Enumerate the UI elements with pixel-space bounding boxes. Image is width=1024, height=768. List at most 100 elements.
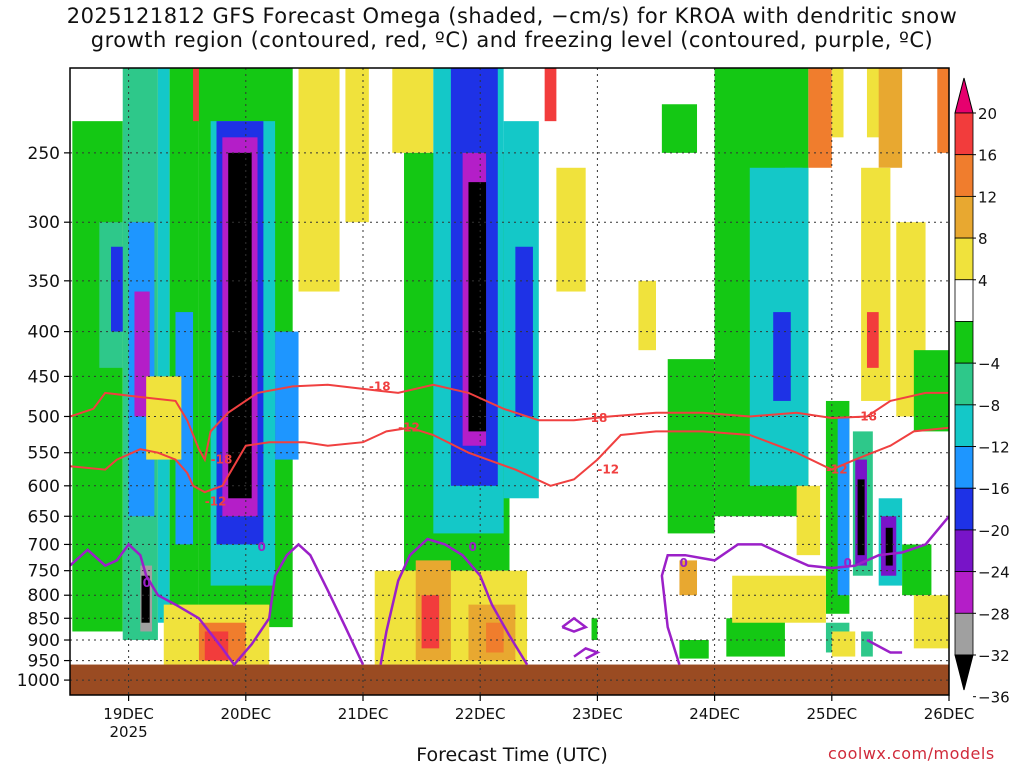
freezing-level-contour <box>561 616 589 633</box>
x-axis-label: Forecast Time (UTC) <box>416 744 608 766</box>
colorbar-swatch <box>954 154 974 197</box>
x-tick-label: 25DEC <box>807 705 858 723</box>
colorbar: 20 16 12 8 4 −4 −8 −12 −16 −20 −24 −28 −32 −36 <box>954 77 1010 707</box>
omega-cell <box>345 68 369 223</box>
colorbar-swatch <box>954 446 974 489</box>
contour-labels: -18 -12 -18 -12 -18 -12 -18 -12 0 0 0 0 0 <box>143 379 877 590</box>
x-tick-label: 26DEC <box>924 705 975 723</box>
freezing-level-contour <box>573 647 601 660</box>
omega-cell <box>667 359 715 534</box>
colorbar-swatch <box>954 571 974 614</box>
contour-label: 0 <box>844 556 852 570</box>
y-tick-label: 600 <box>28 477 60 497</box>
colorbar-label: −4 <box>978 355 1000 373</box>
omega-cell <box>861 631 873 657</box>
omega-cell <box>902 544 932 596</box>
colorbar-swatch <box>954 321 974 364</box>
colorbar-swatch <box>954 279 974 322</box>
colorbar-swatch <box>954 529 974 573</box>
colorbar-swatch <box>954 612 974 656</box>
omega-cell <box>146 376 182 460</box>
omega-cell <box>913 595 949 649</box>
y-tick-label: 250 <box>28 144 60 164</box>
contour-label: 0 <box>258 540 266 554</box>
colorbar-label: −12 <box>978 439 1010 457</box>
y-tick-label: 850 <box>28 609 60 629</box>
omega-cell <box>228 152 252 499</box>
omega-cell <box>468 182 487 432</box>
colorbar-swatch <box>954 487 974 531</box>
y-tick-label: 1000 <box>17 671 60 691</box>
y-tick-label: 800 <box>28 586 60 606</box>
contour-label: 0 <box>679 556 687 570</box>
omega-cell <box>556 167 586 292</box>
omega-cell <box>544 68 557 122</box>
omega-cell <box>857 479 865 556</box>
contour-label: -12 <box>597 463 619 477</box>
y-tick-label: 450 <box>28 367 60 387</box>
colorbar-swatch <box>954 404 974 447</box>
contour-label: -18 <box>211 453 233 467</box>
colorbar-swatch <box>954 195 974 239</box>
omega-cell <box>486 622 504 653</box>
omega-cell <box>885 527 893 566</box>
omega-cell <box>392 68 434 153</box>
omega-cell <box>679 560 698 596</box>
omega-cell <box>298 68 340 292</box>
omega-cell <box>808 68 832 168</box>
colorbar-label: −16 <box>978 480 1010 498</box>
x-tick-label: 24DEC <box>689 705 740 723</box>
omega-cell <box>796 485 821 556</box>
omega-cell <box>726 618 785 657</box>
colorbar-label: −24 <box>978 564 1010 582</box>
y-tick-label: 900 <box>28 631 60 651</box>
contour-label: 0 <box>143 576 151 590</box>
omega-cell <box>72 121 123 632</box>
x-tick-label: 20DEC <box>221 705 272 723</box>
omega-cell <box>679 640 709 659</box>
omega-cell <box>784 167 803 292</box>
omega-cell <box>421 595 440 649</box>
omega-cell <box>661 104 698 153</box>
omega-cell <box>275 331 299 460</box>
colorbar-label: 16 <box>978 147 997 165</box>
omega-cell <box>141 575 150 623</box>
contour-label: -12 <box>826 463 848 477</box>
omega-cell <box>204 631 229 661</box>
plot-frame <box>69 67 950 696</box>
freezing-level-contour <box>866 638 903 654</box>
y-tick-label: 700 <box>28 535 60 555</box>
y-tick-label: 650 <box>28 507 60 527</box>
omega-cell <box>831 631 856 657</box>
colorbar-label: 8 <box>978 230 988 248</box>
freezing-level-contour <box>660 515 949 665</box>
grid-lines <box>70 68 950 695</box>
omega-cell <box>515 246 533 417</box>
y-tick-label: 500 <box>28 407 60 427</box>
x-tick-label: 22DEC <box>455 705 506 723</box>
x-tick-label: 19DEC <box>103 705 154 723</box>
omega-cell <box>591 618 598 641</box>
colorbar-swatch <box>954 112 974 156</box>
omega-cell <box>913 350 949 432</box>
credit-text: coolwx.com/models <box>828 744 995 763</box>
omega-cell <box>837 416 850 596</box>
y-tick-label: 300 <box>28 213 60 233</box>
colorbar-label: 20 <box>978 105 997 123</box>
colorbar-top-arrow <box>954 77 974 114</box>
omega-cell <box>732 575 826 623</box>
colorbar-swatch <box>954 362 974 406</box>
contour-label: -18 <box>586 411 608 425</box>
y-axis: 2503003504004505005506006507007508008509… <box>17 144 70 691</box>
freezing-level-contour <box>70 542 365 667</box>
contour-label: 0 <box>468 540 476 554</box>
omega-cell <box>134 291 150 417</box>
dendritic-contour <box>70 383 949 463</box>
dendritic-contour <box>70 426 949 494</box>
contour-lines <box>70 383 949 667</box>
colorbar-label: 12 <box>978 188 997 206</box>
contour-label: -18 <box>855 409 877 423</box>
y-tick-label: 550 <box>28 444 60 464</box>
omega-cell <box>878 68 903 168</box>
